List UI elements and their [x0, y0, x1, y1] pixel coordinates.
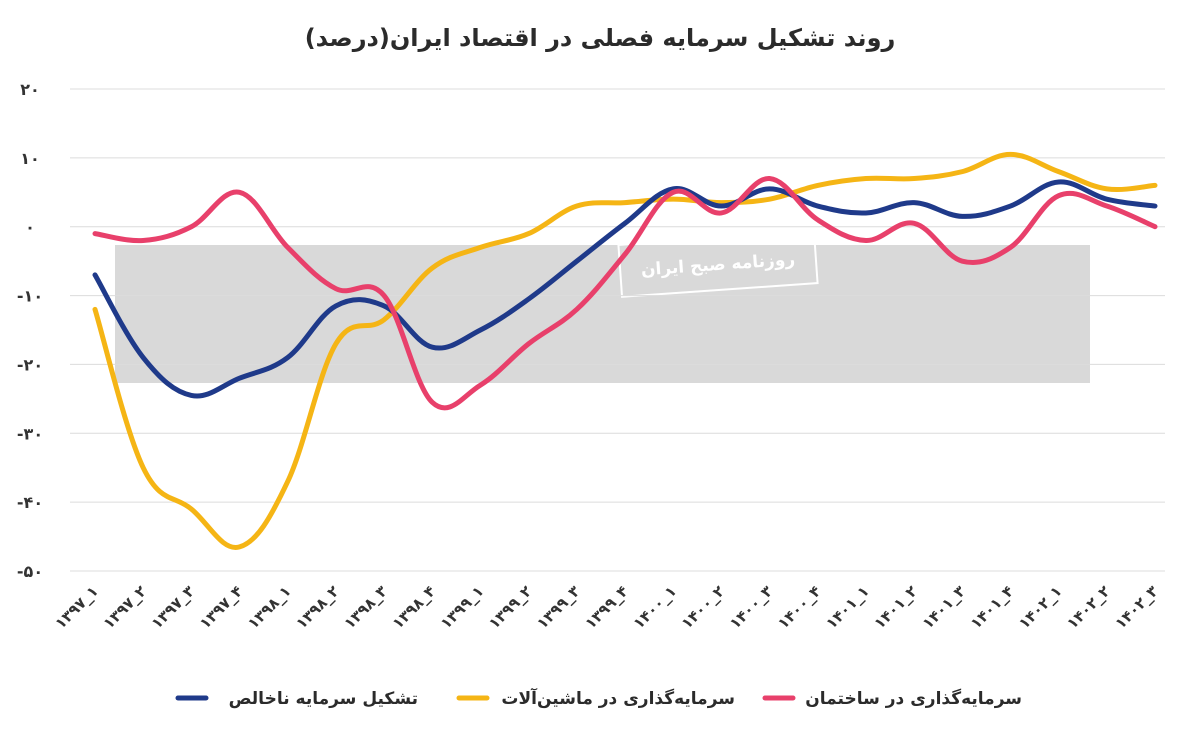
x-tick-label: ۱۳۹۷_۱	[51, 582, 101, 632]
legend-item-machinery: سرمایه‌گذاری در ماشین‌آلات	[456, 687, 735, 709]
x-tick-label: ۱۴۰۱_۱	[822, 582, 872, 632]
y-tick-label: -۵۰	[17, 562, 43, 581]
legend-label-construction: سرمایه‌گذاری در ساختمان	[805, 688, 1022, 709]
watermark: روزنامه صبح ایران	[115, 230, 1090, 383]
grid-layer	[70, 88, 1165, 572]
y-tick-label: -۲۰	[17, 355, 43, 374]
watermark-band	[115, 245, 1090, 383]
x-tick-label: ۱۴۰۰_۱	[630, 582, 680, 632]
series-line-construction	[92, 176, 1158, 411]
x-tick-label: ۱۴۰۰_۳	[726, 582, 776, 632]
y-tick-label: ۱۰	[20, 149, 40, 168]
x-tick-label: ۱۳۹۹_۲	[485, 582, 535, 632]
y-tick-label: -۱۰	[17, 287, 43, 306]
legend-item-construction: سرمایه‌گذاری در ساختمان	[762, 688, 1022, 709]
x-tick-label: ۱۳۹۸_۱	[244, 582, 294, 632]
x-tick-label: ۱۴۰۱_۴	[967, 582, 1017, 632]
chart-title: روند تشکیل سرمایه فصلی در اقتصاد ایران(د…	[305, 24, 896, 52]
x-tick-label: ۱۴۰۱_۲	[871, 582, 921, 632]
series-layer	[92, 151, 1158, 550]
legend: تشکیل سرمایه ناخالص سرمایه‌گذاری در ماشی…	[175, 687, 1022, 709]
x-tick-label: ۱۴۰۰_۲	[678, 582, 728, 632]
legend-item-gross-capital: تشکیل سرمایه ناخالص	[175, 689, 418, 709]
y-tick-label: -۳۰	[17, 424, 43, 443]
x-tick-label: ۱۳۹۸_۳	[341, 582, 391, 632]
x-tick-label: ۱۳۹۹_۳	[533, 582, 583, 632]
x-tick-label: ۱۳۹۷_۴	[196, 582, 246, 632]
y-tick-label: ۲۰	[20, 80, 40, 99]
y-tick-label: ۰	[25, 218, 35, 237]
x-tick-label: ۱۳۹۷_۳	[148, 582, 198, 632]
x-tick-label: ۱۴۰۲_۱	[1015, 582, 1065, 632]
x-tick-label: ۱۳۹۸_۴	[389, 582, 439, 632]
x-tick-label: ۱۴۰۲_۳	[1111, 582, 1161, 632]
x-tick-label: ۱۳۹۹_۱	[437, 582, 487, 632]
series-line-machinery	[92, 151, 1158, 550]
x-tick-label: ۱۴۰۱_۳	[919, 582, 969, 632]
legend-label-gross-capital: تشکیل سرمایه ناخالص	[229, 689, 418, 709]
x-tick-label: ۱۴۰۲_۲	[1063, 582, 1113, 632]
series-line-gross-capital	[92, 179, 1158, 399]
x-tick-label: ۱۳۹۷_۲	[100, 582, 150, 632]
y-axis: ۲۰ ۱۰ ۰ -۱۰ -۲۰ -۳۰ -۴۰ -۵۰	[17, 80, 43, 581]
x-tick-label: ۱۴۰۰_۴	[774, 582, 824, 632]
watermark-label-box	[617, 230, 819, 298]
x-tick-label: ۱۳۹۹_۴	[581, 582, 631, 632]
x-axis: ۱۳۹۷_۱۱۳۹۷_۲۱۳۹۷_۳۱۳۹۷_۴۱۳۹۸_۱۱۳۹۸_۲۱۳۹۸…	[51, 582, 1161, 632]
y-tick-label: -۴۰	[17, 493, 43, 512]
legend-label-machinery: سرمایه‌گذاری در ماشین‌آلات	[501, 687, 735, 709]
x-tick-label: ۱۳۹۸_۲	[292, 582, 342, 632]
